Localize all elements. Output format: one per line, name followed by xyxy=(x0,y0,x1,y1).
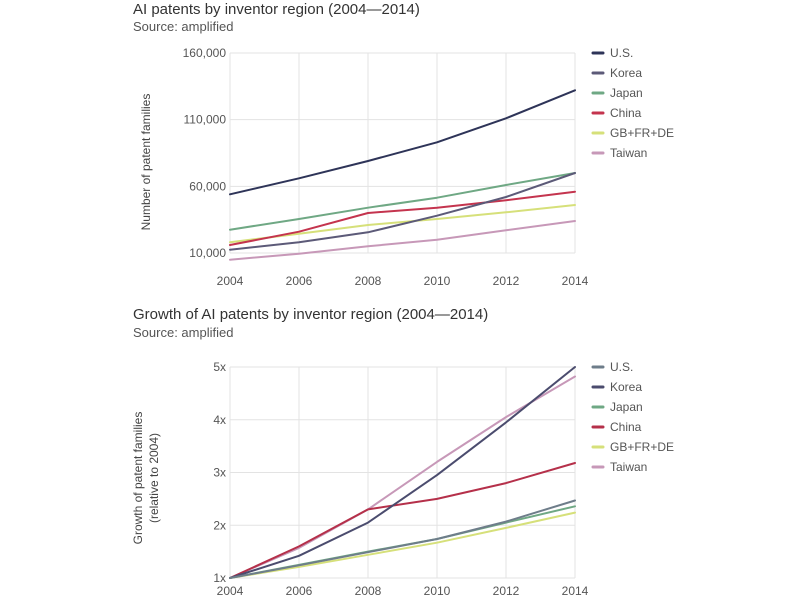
legend: U.S. Korea Japan China GB+FR+DE Taiwan xyxy=(591,46,674,160)
x-tick-label: 2004 xyxy=(217,584,244,598)
series-line-taiwan xyxy=(229,220,576,261)
legend-label: Taiwan xyxy=(610,146,647,160)
chart-2-subtitle: Source: amplified xyxy=(133,325,234,340)
x-tick-label: 2010 xyxy=(424,274,451,288)
y-axis-label: Growth of patent families (relative to 20… xyxy=(131,412,161,545)
legend-label: GB+FR+DE xyxy=(610,440,674,454)
y-tick-label: 110,000 xyxy=(184,113,227,127)
legend-label: GB+FR+DE xyxy=(610,126,674,140)
y-axis-label-line: Number of patent families xyxy=(139,94,153,231)
y-tick-label: 3x xyxy=(213,466,226,480)
y-tick-label: 10,000 xyxy=(189,246,226,260)
x-tick-label: 2014 xyxy=(562,274,589,288)
series-line-u-s- xyxy=(229,89,576,196)
series-line-japan xyxy=(229,172,576,231)
series-group xyxy=(229,89,576,261)
x-tick-label: 2014 xyxy=(562,584,589,598)
legend-label: U.S. xyxy=(610,46,633,60)
y-tick-label: 4x xyxy=(213,413,226,427)
series-line-china xyxy=(229,190,576,246)
legend: U.S. Korea Japan China GB+FR+DE Taiwan xyxy=(591,360,674,474)
chart-2-title: Growth of AI patents by inventor region … xyxy=(133,306,489,323)
series-line-gb-fr-de xyxy=(229,511,576,579)
chart-1-title: AI patents by inventor region (2004—2014… xyxy=(133,1,420,18)
x-tick-label: 2008 xyxy=(355,274,382,288)
legend-label: Korea xyxy=(610,380,642,394)
x-tick-label: 2008 xyxy=(355,584,382,598)
legend-label: China xyxy=(610,420,642,434)
y-axis-label-line: (relative to 2004) xyxy=(147,433,161,523)
chart-2: 2004 2006 2008 2010 2012 2014 1x 2x 3x 4x 5x Growth… xyxy=(131,360,674,598)
legend-label: China xyxy=(610,106,642,120)
x-tick-label: 2004 xyxy=(217,274,244,288)
y-tick-label: 2x xyxy=(213,518,226,532)
series-line-china xyxy=(229,462,576,579)
x-tick-label: 2006 xyxy=(286,274,313,288)
y-tick-label: 5x xyxy=(213,360,226,374)
y-axis-label-line: Growth of patent families xyxy=(131,412,145,545)
y-tick-label: 160,000 xyxy=(183,46,227,60)
legend-label: Taiwan xyxy=(610,460,647,474)
legend-label: Japan xyxy=(610,400,643,414)
x-tick-label: 2006 xyxy=(286,584,313,598)
y-axis-label: Number of patent families xyxy=(139,94,153,231)
series-line-gb-fr-de xyxy=(229,204,576,244)
y-tick-label: 1x xyxy=(213,571,226,585)
x-tick-label: 2010 xyxy=(424,584,451,598)
series-line-u-s- xyxy=(229,499,576,579)
chart-1-subtitle: Source: amplified xyxy=(133,19,234,34)
legend-label: Japan xyxy=(610,86,643,100)
y-tick-label: 60,000 xyxy=(189,179,226,193)
legend-label: Korea xyxy=(610,66,642,80)
series-group xyxy=(229,366,576,579)
x-tick-label: 2012 xyxy=(493,274,520,288)
legend-label: U.S. xyxy=(610,360,633,374)
x-tick-label: 2012 xyxy=(493,584,520,598)
chart-1: 2004 2006 2008 2010 2012 2014 10,000 60,000 110,… xyxy=(139,46,674,288)
series-line-korea xyxy=(229,172,576,251)
series-line-korea xyxy=(229,366,576,579)
series-line-taiwan xyxy=(229,375,576,579)
